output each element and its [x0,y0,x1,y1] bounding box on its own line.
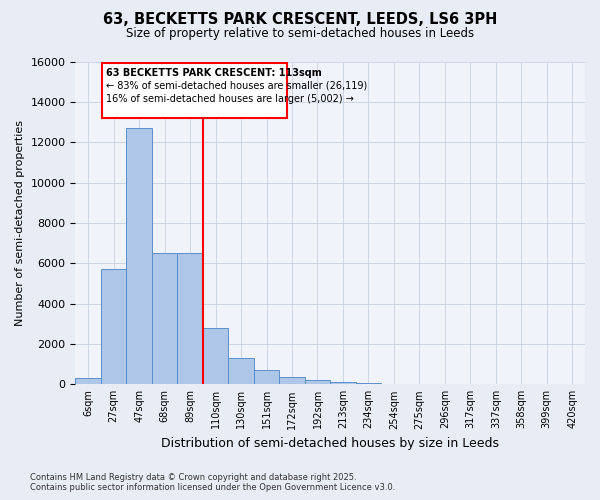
Bar [203,328,228,384]
Bar [305,380,330,384]
Y-axis label: Number of semi-detached properties: Number of semi-detached properties [15,120,25,326]
Bar [279,376,305,384]
X-axis label: Distribution of semi-detached houses by size in Leeds: Distribution of semi-detached houses by … [161,437,499,450]
Text: 63, BECKETTS PARK CRESCENT, LEEDS, LS6 3PH: 63, BECKETTS PARK CRESCENT, LEEDS, LS6 3… [103,12,497,28]
Text: 63 BECKETTS PARK CRESCENT: 113sqm: 63 BECKETTS PARK CRESCENT: 113sqm [106,68,322,78]
Bar [101,270,127,384]
Bar [76,378,101,384]
Bar [330,382,356,384]
FancyBboxPatch shape [102,62,287,118]
Text: Size of property relative to semi-detached houses in Leeds: Size of property relative to semi-detach… [126,28,474,40]
Bar [254,370,279,384]
Text: Contains HM Land Registry data © Crown copyright and database right 2025.
Contai: Contains HM Land Registry data © Crown c… [30,473,395,492]
Bar [152,253,178,384]
Text: ← 83% of semi-detached houses are smaller (26,119): ← 83% of semi-detached houses are smalle… [106,80,367,90]
Bar [127,128,152,384]
Bar [228,358,254,384]
Bar [178,253,203,384]
Text: 16% of semi-detached houses are larger (5,002) →: 16% of semi-detached houses are larger (… [106,94,354,104]
